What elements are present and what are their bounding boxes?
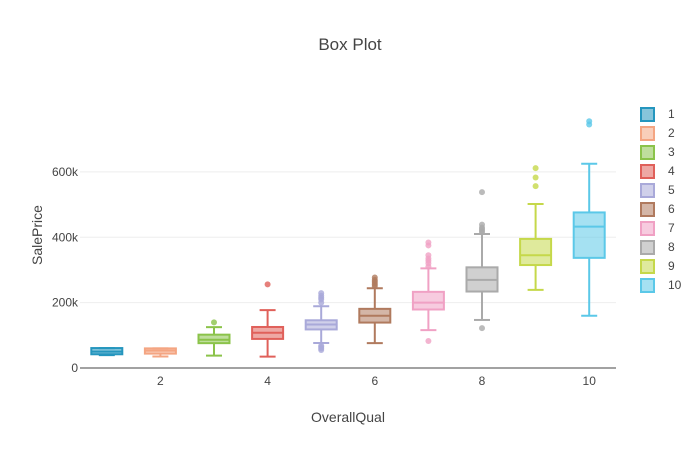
- legend-item-3[interactable]: 3: [640, 145, 675, 160]
- box-7: [411, 290, 445, 311]
- legend-item-2[interactable]: 2: [640, 126, 675, 141]
- legend-swatch-5: [640, 183, 655, 198]
- box-9: [519, 237, 553, 267]
- legend-label-1: 1: [668, 107, 675, 121]
- box-series-8: [465, 189, 499, 332]
- legend-swatch-10: [640, 278, 655, 293]
- outlier-point-3-0: [211, 319, 217, 326]
- legend-swatch-1: [640, 107, 655, 122]
- outlier-point-9-1: [532, 174, 539, 181]
- outlier-point-7-5: [425, 252, 432, 259]
- outlier-point-7-7: [425, 239, 432, 246]
- x-axis-title: OverallQual: [311, 409, 385, 425]
- x-tick-label-2: 6: [371, 374, 378, 388]
- legend-label-5: 5: [668, 183, 675, 197]
- y-tick-label-0: 0: [71, 361, 78, 375]
- legend-label-3: 3: [668, 145, 675, 159]
- box-series-7: [411, 239, 445, 345]
- legend-swatch-4: [640, 164, 655, 179]
- legend-label-9: 9: [668, 259, 675, 273]
- x-tick-label-4: 10: [583, 374, 597, 388]
- x-tick-label-0: 2: [157, 374, 164, 388]
- legend-swatch-2: [640, 126, 655, 141]
- legend-item-7[interactable]: 7: [640, 221, 675, 236]
- box-series-9: [519, 165, 553, 291]
- legend-swatch-3: [640, 145, 655, 160]
- box-series-3: [197, 319, 231, 357]
- legend-item-10[interactable]: 10: [640, 278, 682, 293]
- outlier-point-6-5: [371, 274, 378, 281]
- outlier-point-10-1: [586, 118, 593, 125]
- box-series-4: [251, 281, 285, 358]
- outlier-point-8-5: [479, 221, 485, 228]
- x-tick-labels: 2 4 6 8 10: [157, 374, 596, 388]
- y-tick-label-1: 200k: [52, 296, 79, 310]
- legend-item-1[interactable]: 1: [640, 107, 675, 122]
- grid-lines: [80, 171, 616, 304]
- legend-item-5[interactable]: 5: [640, 183, 675, 198]
- legend: 1 2 3 4 5 6 7 8 9 10: [640, 107, 682, 293]
- outlier-point-8-6: [479, 189, 485, 196]
- legend-swatch-7: [640, 221, 655, 236]
- legend-label-2: 2: [668, 126, 675, 140]
- y-tick-labels: 0 200k 400k 600k: [52, 165, 79, 375]
- legend-item-4[interactable]: 4: [640, 164, 675, 179]
- box-10: [572, 211, 606, 259]
- legend-label-7: 7: [668, 221, 675, 235]
- legend-item-9[interactable]: 9: [640, 259, 675, 274]
- legend-label-6: 6: [668, 202, 675, 216]
- box-series-1: [90, 347, 124, 357]
- box-series-10: [572, 118, 606, 317]
- outlier-point-4-0: [264, 281, 271, 288]
- legend-label-4: 4: [668, 164, 675, 178]
- legend-swatch-8: [640, 240, 655, 255]
- y-tick-label-2: 400k: [52, 230, 79, 244]
- legend-swatch-9: [640, 259, 655, 274]
- legend-swatch-6: [640, 202, 655, 217]
- chart-title: Box Plot: [318, 35, 382, 54]
- box-series-5: [304, 290, 338, 354]
- box-series-layer: [90, 118, 606, 358]
- outlier-point-9-0: [532, 183, 539, 190]
- x-tick-label-1: 4: [264, 374, 271, 388]
- outlier-point-5-8: [318, 290, 325, 297]
- y-axis-title: SalePrice: [29, 205, 45, 265]
- outlier-point-8-0: [479, 325, 485, 332]
- legend-item-6[interactable]: 6: [640, 202, 675, 217]
- box-series-2: [143, 347, 177, 358]
- x-tick-label-3: 8: [479, 374, 486, 388]
- legend-item-8[interactable]: 8: [640, 240, 675, 255]
- outlier-point-5-3: [318, 342, 325, 349]
- outlier-point-9-2: [532, 165, 539, 172]
- box-series-6: [358, 274, 392, 345]
- y-tick-label-3: 600k: [52, 165, 79, 179]
- legend-label-10: 10: [668, 278, 682, 292]
- legend-label-8: 8: [668, 240, 675, 254]
- outlier-point-7-0: [425, 338, 432, 345]
